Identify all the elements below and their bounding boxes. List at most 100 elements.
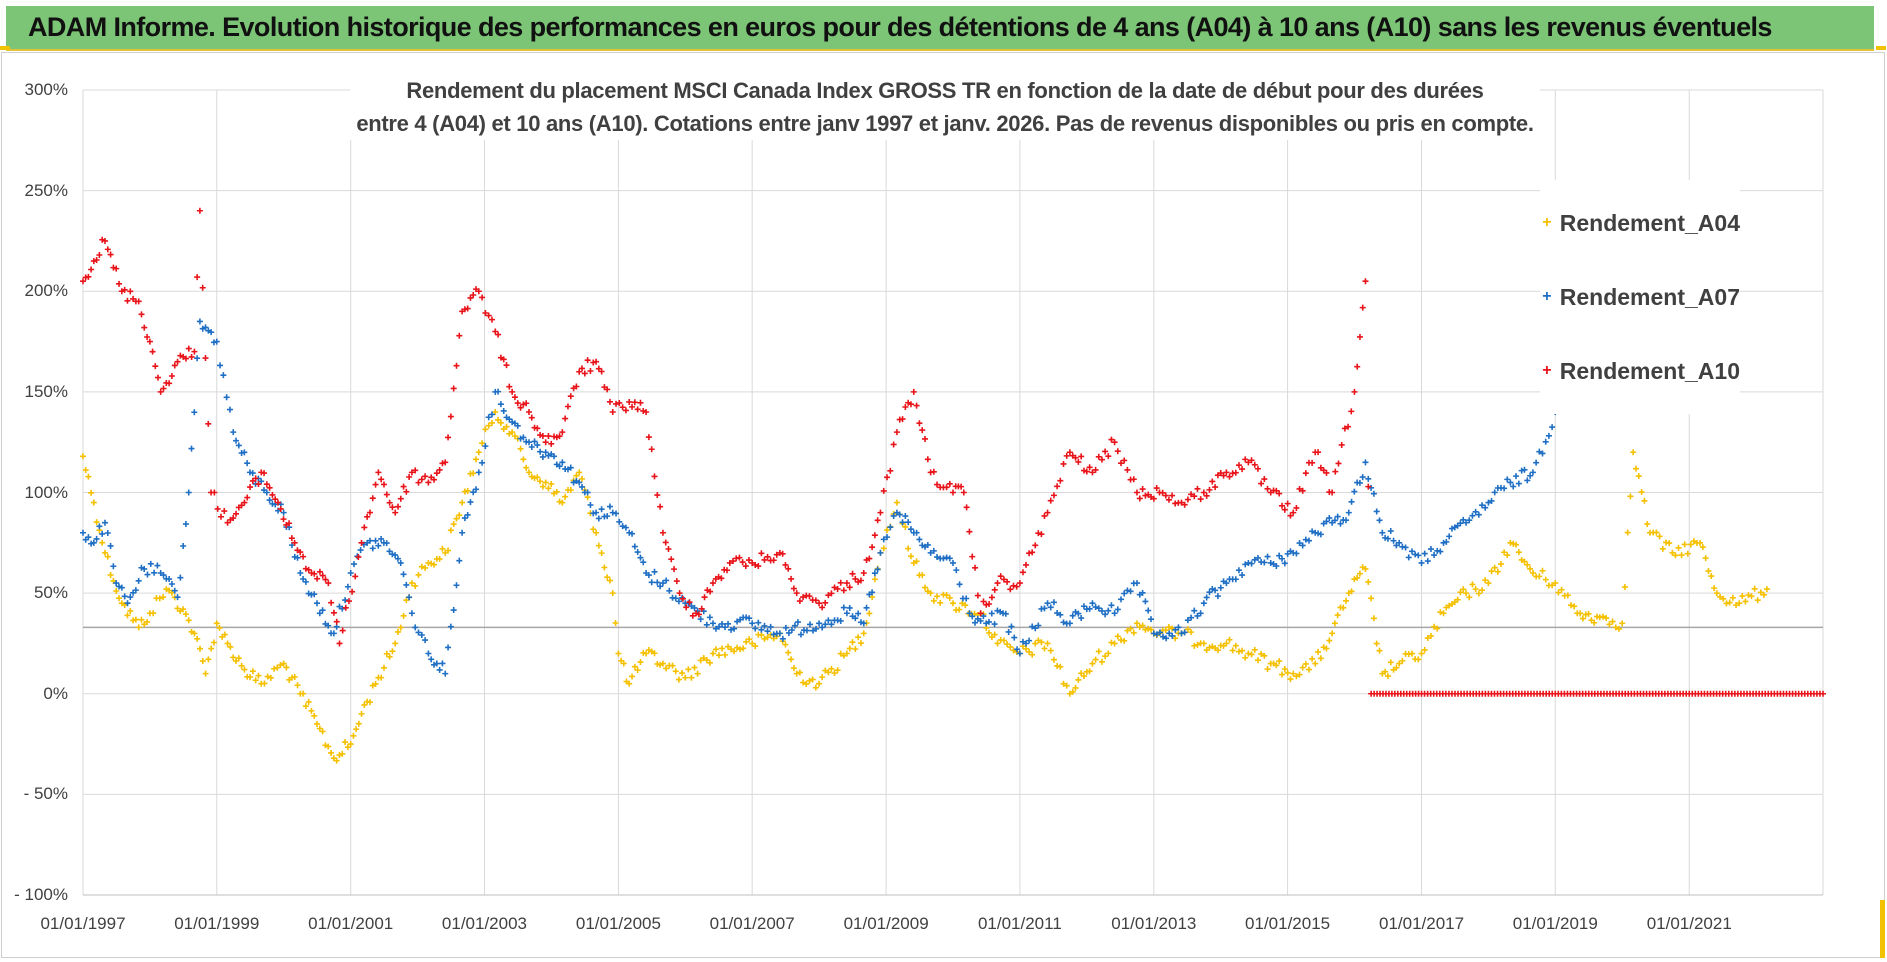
data-point <box>339 605 346 612</box>
data-point <box>1165 624 1172 631</box>
data-point <box>1254 465 1261 472</box>
data-point <box>1524 561 1531 568</box>
data-point <box>1072 684 1079 691</box>
data-point <box>1510 540 1517 547</box>
data-point <box>347 741 354 748</box>
data-point <box>1254 554 1261 561</box>
data-point <box>210 639 217 646</box>
data-point <box>1194 612 1201 619</box>
data-point <box>252 677 259 684</box>
data-point <box>1345 509 1352 516</box>
data-point <box>261 470 268 477</box>
data-point <box>1697 539 1704 546</box>
data-point <box>773 551 780 558</box>
data-point <box>1239 647 1246 654</box>
data-point <box>1335 460 1342 467</box>
data-point <box>445 644 452 651</box>
data-point <box>963 504 970 511</box>
x-tick-label: 01/01/2007 <box>709 914 795 933</box>
data-point <box>199 658 206 665</box>
data-point <box>180 543 187 549</box>
data-point <box>171 587 178 594</box>
data-point <box>1549 424 1556 431</box>
data-point <box>1513 541 1520 548</box>
data-point <box>1047 497 1054 504</box>
data-point <box>922 584 929 591</box>
data-point <box>761 622 768 629</box>
data-point <box>539 453 546 460</box>
data-point <box>1424 558 1431 565</box>
data-point <box>604 513 611 520</box>
data-point <box>1200 640 1207 647</box>
data-point <box>613 400 620 407</box>
data-point <box>1705 568 1712 575</box>
data-point <box>731 625 738 632</box>
data-point <box>378 674 385 681</box>
data-point <box>616 518 623 525</box>
data-point <box>1507 539 1514 546</box>
data-point <box>1504 476 1511 483</box>
data-point <box>1133 620 1140 627</box>
data-point <box>213 338 220 345</box>
data-point <box>764 634 771 641</box>
data-point <box>330 630 337 637</box>
data-point <box>913 529 920 536</box>
data-point <box>1281 560 1288 567</box>
data-point <box>1223 580 1230 587</box>
data-point <box>604 386 611 393</box>
data-point <box>581 370 588 377</box>
data-point <box>916 536 923 543</box>
data-point <box>1726 599 1733 606</box>
data-point <box>428 560 435 567</box>
data-point <box>415 479 422 486</box>
data-point <box>1606 621 1613 628</box>
data-point <box>319 572 326 579</box>
data-point <box>357 547 364 554</box>
data-point <box>1016 580 1023 587</box>
data-point <box>509 388 516 395</box>
data-point <box>675 676 682 683</box>
data-point <box>1124 587 1131 594</box>
data-point <box>488 419 495 426</box>
data-point <box>1050 656 1057 663</box>
data-point <box>1011 634 1018 641</box>
data-point <box>88 489 95 496</box>
data-point <box>485 422 492 429</box>
data-point <box>913 402 920 409</box>
data-point <box>1457 520 1464 527</box>
data-point <box>843 610 850 617</box>
data-point <box>1044 509 1051 516</box>
data-point <box>459 529 466 536</box>
data-point <box>816 620 823 627</box>
data-point <box>1460 516 1467 523</box>
data-point <box>1533 459 1540 466</box>
data-point <box>475 288 482 295</box>
y-tick-label: 100% <box>24 482 68 502</box>
data-point <box>1139 589 1146 596</box>
data-point <box>902 523 909 530</box>
data-point <box>682 674 689 681</box>
data-point <box>1699 544 1706 551</box>
data-point <box>1475 590 1482 597</box>
data-point <box>1515 480 1522 487</box>
data-point <box>1354 363 1361 370</box>
data-point <box>1329 630 1336 637</box>
data-point <box>482 443 489 450</box>
data-point <box>1111 610 1118 617</box>
data-point <box>439 545 446 552</box>
data-point <box>1329 489 1336 496</box>
data-point <box>1720 595 1727 602</box>
data-point <box>958 483 965 490</box>
data-point <box>1118 460 1124 467</box>
data-point <box>316 725 323 732</box>
data-point <box>657 583 664 590</box>
data-point <box>351 561 358 568</box>
data-point <box>174 358 181 365</box>
data-point <box>1050 599 1057 606</box>
data-point <box>528 414 535 421</box>
data-point <box>1293 550 1300 557</box>
data-point <box>96 252 103 259</box>
data-point <box>855 634 862 641</box>
data-point <box>1038 639 1045 646</box>
data-point <box>1150 630 1157 637</box>
